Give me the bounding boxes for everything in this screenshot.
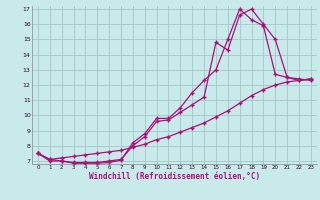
X-axis label: Windchill (Refroidissement éolien,°C): Windchill (Refroidissement éolien,°C) bbox=[89, 172, 260, 181]
